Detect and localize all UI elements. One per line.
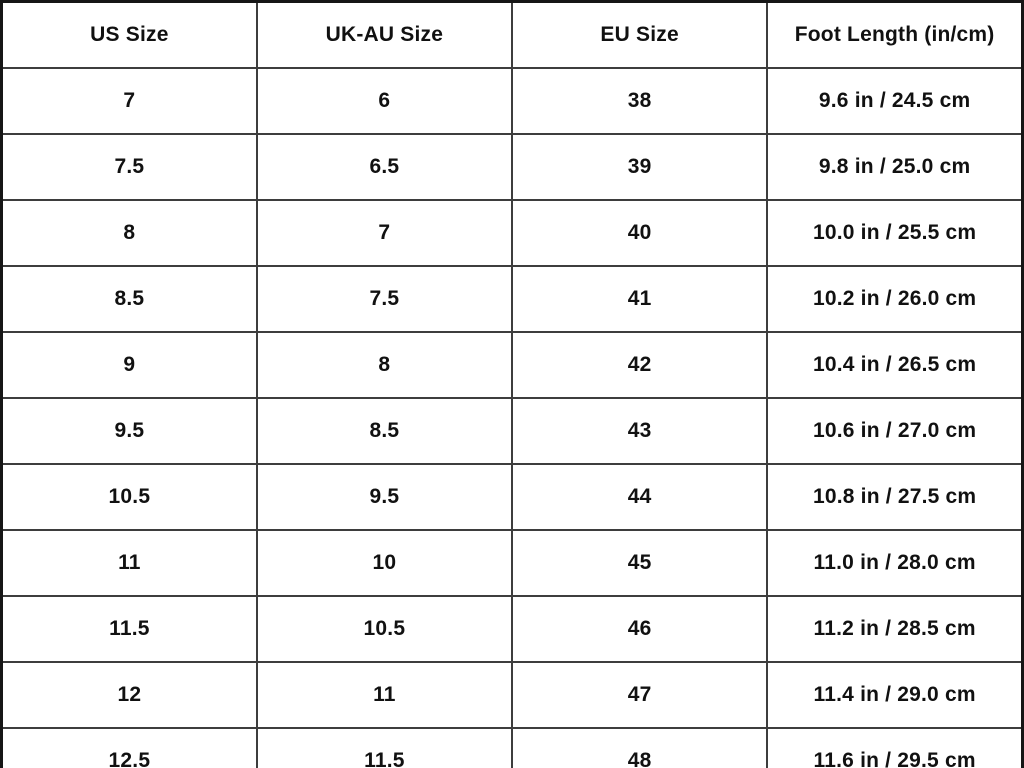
table-cell: 47 <box>510 661 769 729</box>
table-cell: 8.5 <box>255 397 514 465</box>
table-cell: 48 <box>510 727 769 768</box>
table-cell: 11.0 in / 28.0 cm <box>766 529 1024 597</box>
table-cell: 11 <box>255 661 514 729</box>
table-cell: 39 <box>510 133 769 201</box>
table-cell: 7.5 <box>0 133 258 201</box>
table-row: 9 8 42 10.4 in / 26.5 cm <box>0 331 1024 399</box>
table-cell: 8 <box>0 199 258 267</box>
table-cell: 9.5 <box>0 397 258 465</box>
table-cell: 11.6 in / 29.5 cm <box>766 727 1024 768</box>
table-cell: 11.4 in / 29.0 cm <box>766 661 1024 729</box>
table-cell: 42 <box>510 331 769 399</box>
table-row: 12.5 11.5 48 11.6 in / 29.5 cm <box>0 727 1024 768</box>
table-cell: 12.5 <box>0 727 258 768</box>
column-header: US Size <box>0 0 258 69</box>
table-cell: 10.6 in / 27.0 cm <box>766 397 1024 465</box>
table-cell: 38 <box>510 67 769 135</box>
table-cell: 10.5 <box>255 595 514 663</box>
table-row: 7.5 6.5 39 9.8 in / 25.0 cm <box>0 133 1024 201</box>
table-cell: 10.5 <box>0 463 258 531</box>
table-cell: 11.2 in / 28.5 cm <box>766 595 1024 663</box>
table-row: 7 6 38 9.6 in / 24.5 cm <box>0 67 1024 135</box>
table-cell: 46 <box>510 595 769 663</box>
table-cell: 12 <box>0 661 258 729</box>
table-row: 10.5 9.5 44 10.8 in / 27.5 cm <box>0 463 1024 531</box>
table-cell: 43 <box>510 397 769 465</box>
table-cell: 6.5 <box>255 133 514 201</box>
table-row: 11 10 45 11.0 in / 28.0 cm <box>0 529 1024 597</box>
table-cell: 45 <box>510 529 769 597</box>
table-cell: 10 <box>255 529 514 597</box>
table-cell: 9 <box>0 331 258 399</box>
table-cell: 10.8 in / 27.5 cm <box>766 463 1024 531</box>
table-cell: 11.5 <box>0 595 258 663</box>
table-cell: 9.8 in / 25.0 cm <box>766 133 1024 201</box>
table-cell: 40 <box>510 199 769 267</box>
table-cell: 7 <box>255 199 514 267</box>
table-row: 11.5 10.5 46 11.2 in / 28.5 cm <box>0 595 1024 663</box>
table-cell: 9.5 <box>255 463 514 531</box>
table-row: 8.5 7.5 41 10.2 in / 26.0 cm <box>0 265 1024 333</box>
table-cell: 6 <box>255 67 514 135</box>
table-row: 8 7 40 10.0 in / 25.5 cm <box>0 199 1024 267</box>
table-cell: 10.4 in / 26.5 cm <box>766 331 1024 399</box>
table-body: 7 6 38 9.6 in / 24.5 cm 7.5 6.5 39 9.8 in / 25.… <box>0 67 1024 768</box>
table-cell: 11 <box>0 529 258 597</box>
table-cell: 9.6 in / 24.5 cm <box>766 67 1024 135</box>
table-cell: 44 <box>510 463 769 531</box>
table-cell: 41 <box>510 265 769 333</box>
table-header: US Size UK-AU Size EU Size Foot Length (in/… <box>0 0 1024 69</box>
table-row: 12 11 47 11.4 in / 29.0 cm <box>0 661 1024 729</box>
table-cell: 10.0 in / 25.5 cm <box>766 199 1024 267</box>
table-cell: 7 <box>0 67 258 135</box>
table-cell: 8 <box>255 331 514 399</box>
table-cell: 10.2 in / 26.0 cm <box>766 265 1024 333</box>
column-header: EU Size <box>510 0 769 69</box>
column-header: UK-AU Size <box>255 0 514 69</box>
table-cell: 8.5 <box>0 265 258 333</box>
table-row: 9.5 8.5 43 10.6 in / 27.0 cm <box>0 397 1024 465</box>
table-cell: 7.5 <box>255 265 514 333</box>
header-row: US Size UK-AU Size EU Size Foot Length (in/… <box>0 0 1024 69</box>
column-header: Foot Length (in/cm) <box>766 0 1024 69</box>
table-cell: 11.5 <box>255 727 514 768</box>
